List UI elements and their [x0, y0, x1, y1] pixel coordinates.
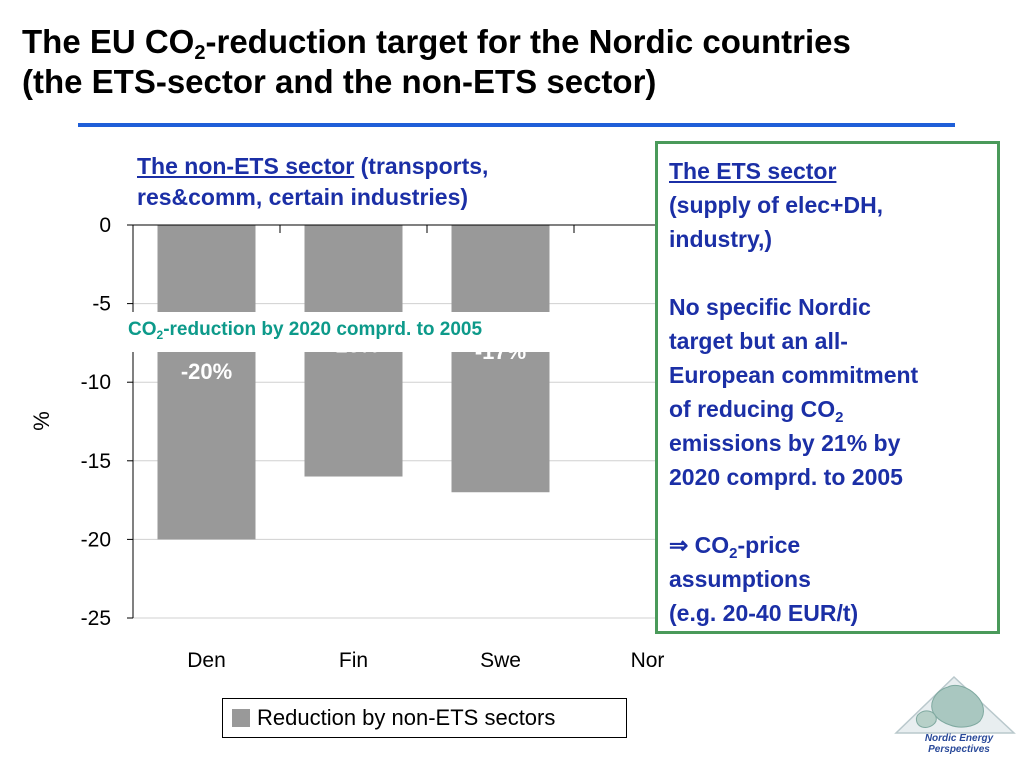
logo-text: Nordic Energy Perspectives: [924, 733, 994, 755]
ets-p3-l2: assumptions: [669, 566, 811, 592]
y-tick-label: -25: [81, 607, 111, 630]
ets-line1: (supply of elec+DH,: [669, 192, 884, 218]
legend-entry: Reduction by non-ETS sectors: [257, 705, 556, 730]
y-tick-label: 0: [99, 214, 111, 237]
chart-annotation: CO2-reduction by 2020 comprd. to 2005: [128, 319, 482, 341]
annotation-post: -reduction by 2020 comprd. to 2005: [163, 319, 483, 340]
ets-p2-l5: emissions by 21% by: [669, 430, 901, 456]
ets-p2-l4-pre: of reducing CO: [669, 396, 836, 422]
ets-p2-l3: European commitment: [669, 362, 919, 388]
nonets-heading-rest2: res&comm, certain industries): [137, 184, 469, 210]
ets-line2: industry,): [669, 226, 773, 252]
annotation-background: [120, 312, 612, 352]
title-line1-post: -reduction target for the Nordic countri…: [205, 23, 851, 60]
title-line2: (the ETS-sector and the non-ETS sector): [22, 63, 657, 100]
annotation-pre: CO: [128, 319, 157, 340]
ets-p3-l3: (e.g. 20-40 EUR/t): [669, 600, 859, 626]
ets-p3-l1-sub: 2: [729, 545, 738, 562]
ets-p3-l1-post: -price: [737, 532, 801, 558]
slide-title: The EU CO2-reduction target for the Nord…: [22, 22, 1022, 102]
bar-layer: [157, 225, 550, 540]
data-label-den: -20%: [181, 359, 232, 384]
ets-p3-l1-pre: CO: [688, 532, 730, 558]
y-tick-label: -10: [81, 371, 111, 394]
x-tick-label: Nor: [631, 649, 665, 672]
nonets-heading-link: The non-ETS sector: [137, 153, 355, 179]
annotation-sub: 2: [156, 328, 164, 342]
legend-swatch: [232, 709, 250, 727]
ets-p2-l1: No specific Nordic: [669, 294, 871, 320]
chart-legend: Reduction by non-ETS sectors: [222, 698, 627, 738]
title-underline-rule: [78, 123, 955, 127]
y-tick-label: -5: [92, 293, 111, 316]
y-tick-label: -15: [81, 450, 111, 473]
ets-heading: The ETS sector: [669, 158, 837, 184]
ets-p2-l4-sub: 2: [835, 409, 844, 426]
x-tick-label: Den: [187, 649, 226, 672]
nordic-energy-perspectives-logo: [894, 675, 1016, 734]
nonets-heading: The non-ETS sector (transports, res&comm…: [137, 151, 607, 213]
ets-p2-l2: target but an all-: [669, 328, 848, 354]
nonets-heading-rest1: (transports,: [354, 153, 489, 179]
implies-arrow-icon: ⇒: [669, 532, 689, 558]
x-tick-label: Swe: [480, 649, 521, 672]
y-tick-label: -20: [81, 528, 111, 551]
ets-info-box: The ETS sector (supply of elec+DH, indus…: [655, 141, 1000, 634]
bar-den: [157, 225, 256, 540]
bar-swe: [451, 225, 550, 493]
axis-layer: 0 -5 -10 -15 -20 -25 Den Fin Swe Nor: [81, 214, 721, 672]
x-tick-label: Fin: [339, 649, 368, 672]
title-line1-sub: 2: [194, 42, 206, 64]
title-line1-pre: The EU CO: [22, 23, 195, 60]
ets-p2-l6: 2020 comprd. to 2005: [669, 464, 903, 490]
y-axis-label: %: [29, 411, 54, 431]
